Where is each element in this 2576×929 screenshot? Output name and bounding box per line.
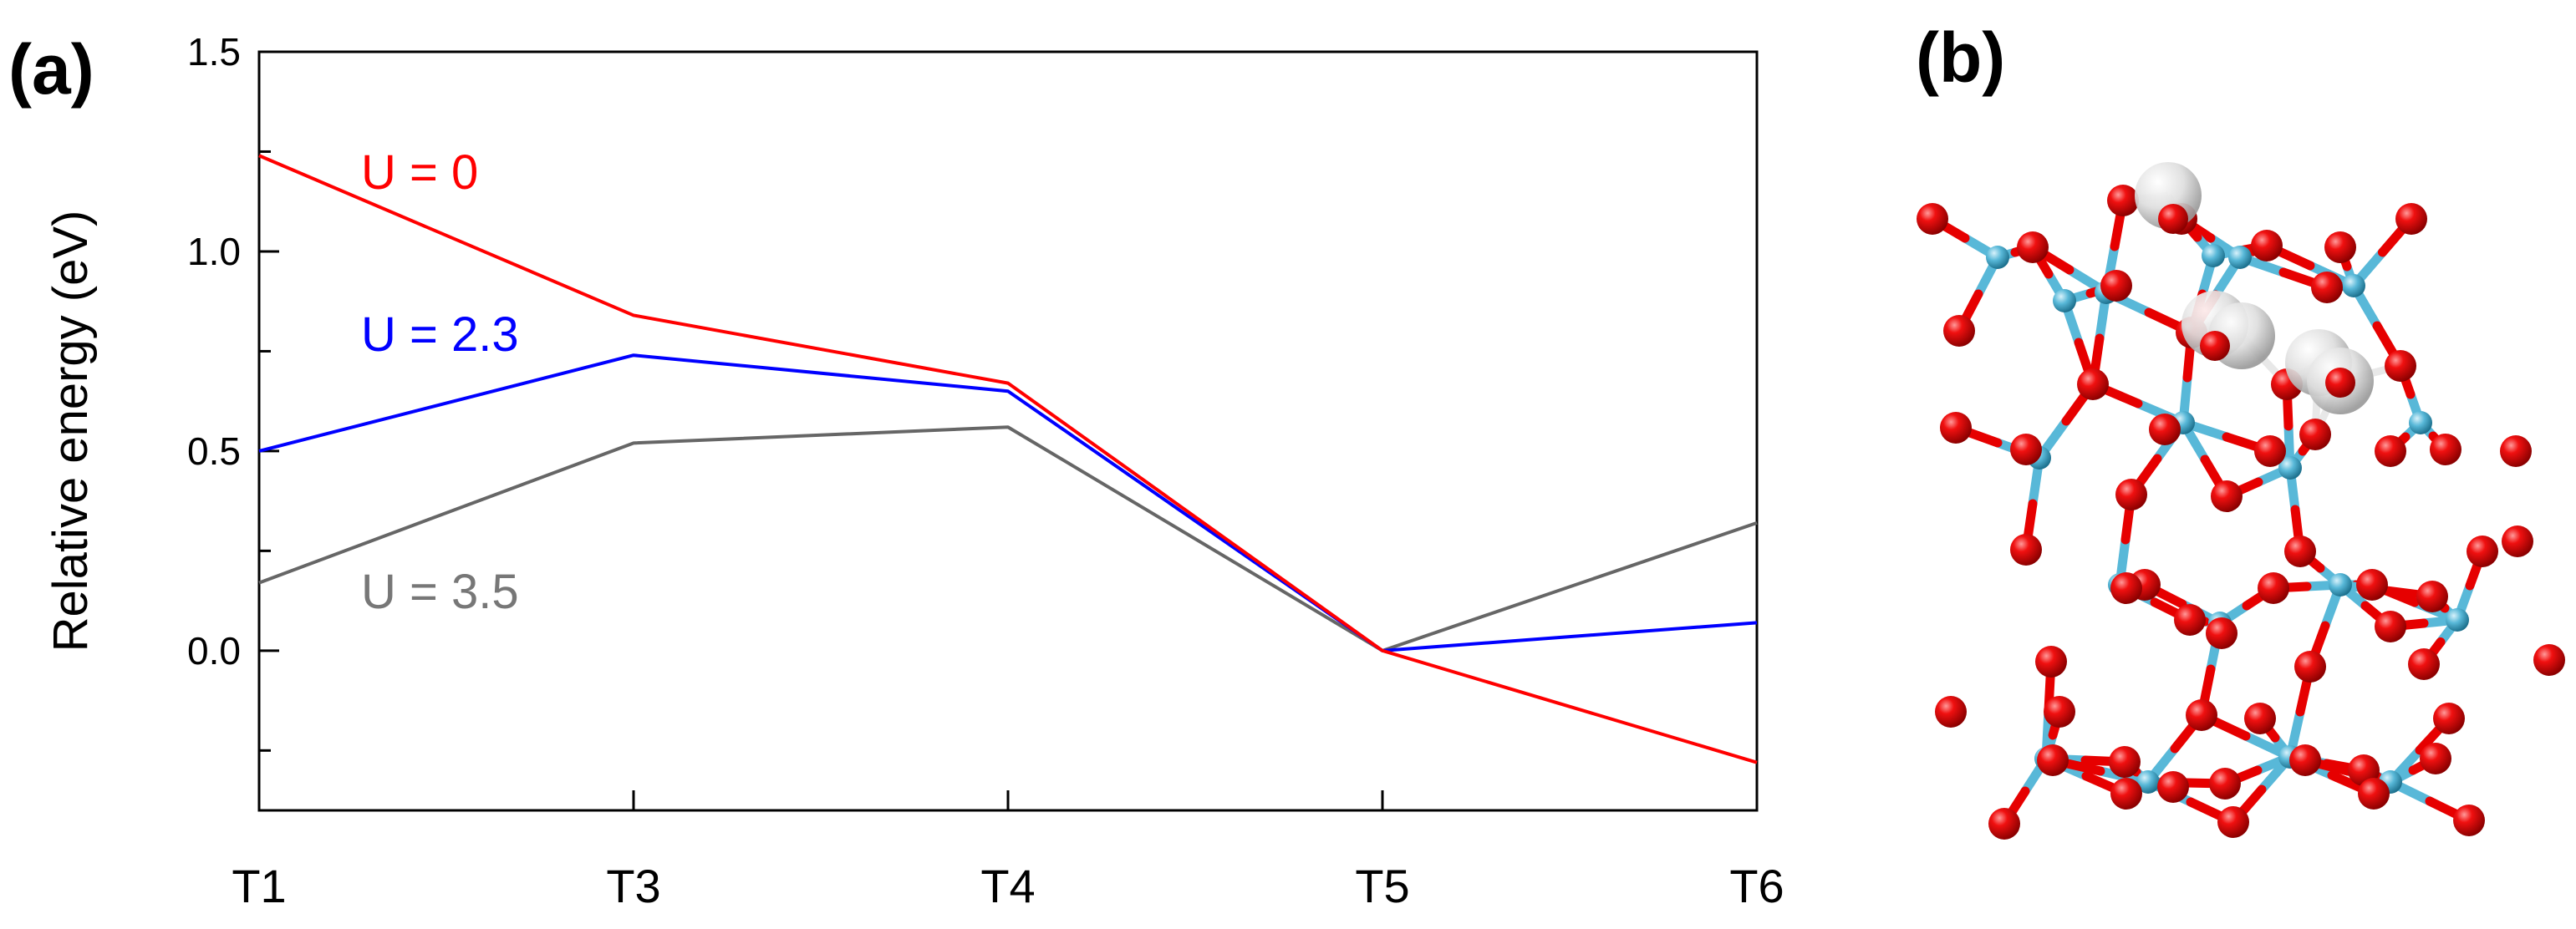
series-label: U = 2.3 <box>361 307 519 362</box>
y-tick-label: 1.0 <box>187 230 241 273</box>
metal-atom <box>2446 608 2469 632</box>
oxygen-atom <box>2244 703 2276 734</box>
oxygen-atom <box>1935 696 1967 728</box>
oxygen-atom <box>2217 806 2249 838</box>
oxygen-atom <box>2375 435 2406 467</box>
series-labels: U = 0 U = 2.3 U = 3.5 <box>361 145 519 619</box>
x-tick-label-t1: T1 <box>232 860 286 912</box>
oxygen-atom <box>2035 646 2067 678</box>
oxygen-atom <box>2251 230 2283 261</box>
oxygen-atom <box>2433 703 2465 734</box>
oxygen-atom <box>2010 434 2042 465</box>
oxygen-atom <box>2037 744 2069 776</box>
y-axis-label: Relative energy (eV) <box>43 211 98 652</box>
oxygen-atom <box>2467 536 2498 567</box>
oxygen-atom <box>2077 368 2109 400</box>
oxygen-atom <box>2206 617 2237 649</box>
oxygen-atom <box>2258 572 2289 604</box>
metal-atom <box>2278 456 2302 480</box>
panel-b-label: (b) <box>1916 18 2005 97</box>
oxygen-atom <box>2324 231 2356 263</box>
series-label: U = 3.5 <box>361 565 519 619</box>
oxygen-atom <box>2500 435 2532 467</box>
oxygen-atom <box>1917 203 1948 235</box>
oxygen-atom <box>2325 368 2355 398</box>
oxygen-atom <box>2502 525 2533 557</box>
oxygen-atom <box>2284 536 2316 567</box>
x-tick-label-t4: T4 <box>980 860 1035 912</box>
oxygen-atom <box>2420 743 2451 774</box>
x-tick-label-t3: T3 <box>606 860 660 912</box>
oxygen-atom <box>2358 778 2390 810</box>
oxygen-atom <box>2294 651 2326 683</box>
y-axis-ticks: 0.0 0.5 1.0 1.5 <box>187 30 279 752</box>
oxygen-atom <box>2044 696 2075 728</box>
metal-atom <box>2053 289 2076 312</box>
oxygen-atom <box>2174 604 2206 636</box>
oxygen-atom <box>2375 611 2406 642</box>
series-lines <box>258 154 1758 764</box>
oxygen-atom <box>2416 581 2448 612</box>
crystal-structure-illustration <box>1917 162 2565 840</box>
y-tick-label: 1.5 <box>187 30 241 74</box>
oxygen-atom <box>2209 768 2241 800</box>
oxygen-atom <box>2254 435 2286 467</box>
oxygen-atom <box>2408 648 2440 680</box>
oxygen-atom <box>2356 569 2388 601</box>
oxygen-atom <box>2385 350 2416 382</box>
oxygen-atom <box>2110 572 2142 604</box>
oxygen-atom <box>2453 805 2485 836</box>
oxygen-atom <box>2110 778 2142 810</box>
metal-atom <box>2136 770 2160 794</box>
oxygen-atom <box>1940 412 1972 444</box>
oxygen-atom <box>2109 746 2141 778</box>
series-line-u-0 <box>258 154 1758 764</box>
metal-atom <box>1986 246 2009 269</box>
series-label: U = 0 <box>361 145 478 200</box>
metal-atom <box>2228 246 2252 269</box>
metal-atom <box>2202 244 2225 267</box>
y-tick-label: 0.0 <box>187 629 241 673</box>
oxygen-atom <box>2186 699 2217 731</box>
oxygen-atom <box>2158 204 2188 234</box>
oxygen-atom <box>1988 808 2020 840</box>
oxygen-atom <box>2017 231 2049 263</box>
oxygen-atom <box>2299 419 2331 450</box>
oxygen-atom <box>2010 534 2042 566</box>
oxygen-atom <box>2107 185 2139 216</box>
oxygen-atom <box>2100 270 2132 302</box>
metal-atom <box>2409 411 2432 434</box>
oxygen-atom <box>2115 479 2147 510</box>
oxygen-atom <box>2157 771 2189 803</box>
atoms <box>1917 162 2565 840</box>
panel-a-label: (a) <box>8 30 94 109</box>
y-tick-label: 0.5 <box>187 429 241 473</box>
metal-atom <box>2342 274 2365 297</box>
series-line-u-2-3 <box>258 353 1758 652</box>
oxygen-atom <box>2430 434 2461 465</box>
oxygen-atom <box>2211 480 2243 512</box>
oxygen-atom <box>1943 315 1975 347</box>
oxygen-atom <box>2311 272 2343 303</box>
oxygen-atom <box>2533 644 2565 676</box>
oxygen-atom <box>2149 414 2181 445</box>
metal-atom <box>2329 573 2352 596</box>
x-tick-label-t5: T5 <box>1355 860 1409 912</box>
x-axis-ticks: T1 T3 T4 T5 T6 <box>232 790 1784 912</box>
oxygen-atom <box>2200 331 2230 361</box>
energy-chart: 0.00.51.01.5 T1 T3 T4 T5 T6 U = 0U = 2.3U = … <box>43 30 1784 912</box>
oxygen-atom <box>2395 203 2427 235</box>
oxygen-atom <box>2289 744 2321 776</box>
x-tick-label-t6: T6 <box>1729 860 1784 912</box>
series-line-u-3-5 <box>258 425 1758 652</box>
